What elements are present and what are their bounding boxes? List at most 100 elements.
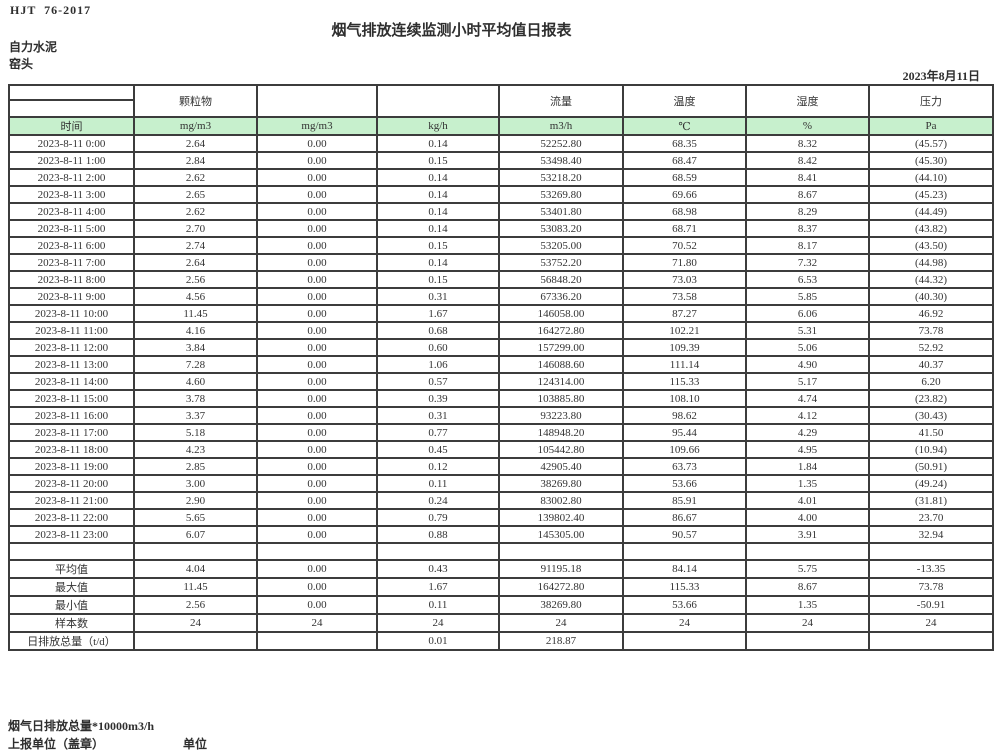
value-cell: 0.00 bbox=[256, 338, 378, 357]
row-label-cell: 2023-8-11 18:00 bbox=[8, 440, 135, 459]
value-cell: 8.17 bbox=[745, 236, 870, 255]
value-cell: 8.67 bbox=[745, 577, 870, 597]
value-cell: 0.00 bbox=[256, 440, 378, 459]
value-cell: 0.00 bbox=[256, 219, 378, 238]
row-label-cell: 2023-8-11 3:00 bbox=[8, 185, 135, 204]
value-cell: 111.14 bbox=[622, 355, 747, 374]
group-header-subrow bbox=[8, 99, 993, 118]
value-cell bbox=[256, 631, 378, 651]
table-row: 2023-8-11 23:00 6.07 0.00 0.88 145305.00 90.5… bbox=[8, 525, 994, 544]
value-cell: 0.00 bbox=[256, 134, 378, 153]
company-name: 自力水泥 bbox=[9, 40, 58, 54]
value-cell: 1.35 bbox=[745, 474, 870, 493]
value-cell: 4.23 bbox=[133, 440, 258, 459]
value-cell: (40.30) bbox=[868, 287, 994, 306]
group-header-row: 颗粒物 流量 温度 湿度 压力 bbox=[8, 84, 994, 118]
table-row: 2023-8-11 14:00 4.60 0.00 0.57 124314.00 115.… bbox=[8, 372, 994, 391]
value-cell: 0.00 bbox=[256, 304, 378, 323]
summary-row: 最大值 11.45 0.00 1.67 164272.80 115.33 8.67 73.78 bbox=[8, 577, 994, 597]
unit-percent: % bbox=[745, 116, 870, 136]
value-cell: 93223.80 bbox=[498, 406, 624, 425]
value-cell: 0.57 bbox=[376, 372, 500, 391]
value-cell: 164272.80 bbox=[498, 321, 624, 340]
value-cell bbox=[622, 542, 747, 561]
value-cell: 24 bbox=[622, 613, 747, 633]
table-row: 2023-8-11 18:00 4.23 0.00 0.45 105442.80 109.… bbox=[8, 440, 994, 459]
value-cell: 90.57 bbox=[622, 525, 747, 544]
value-cell: 98.62 bbox=[622, 406, 747, 425]
value-cell: 0.14 bbox=[376, 253, 500, 272]
value-cell: 0.12 bbox=[376, 457, 500, 476]
value-cell: 0.11 bbox=[376, 595, 500, 615]
table-row: 2023-8-11 7:00 2.64 0.00 0.14 53752.20 71.80 7… bbox=[8, 253, 994, 272]
value-cell: 0.00 bbox=[256, 253, 378, 272]
value-cell: 0.14 bbox=[376, 202, 500, 221]
value-cell bbox=[868, 631, 994, 651]
row-label-cell: 2023-8-11 8:00 bbox=[8, 270, 135, 289]
value-cell: 5.75 bbox=[745, 559, 870, 579]
value-cell: 0.14 bbox=[376, 185, 500, 204]
standard-code: HJT 76-2017 bbox=[10, 3, 92, 17]
value-cell: 0.60 bbox=[376, 338, 500, 357]
value-cell: 95.44 bbox=[622, 423, 747, 442]
table-row: 2023-8-11 4:00 2.62 0.00 0.14 53401.80 68.98 8… bbox=[8, 202, 994, 221]
value-cell: 87.27 bbox=[622, 304, 747, 323]
value-cell: 0.77 bbox=[376, 423, 500, 442]
value-cell: 0.00 bbox=[256, 491, 378, 510]
value-cell: 73.78 bbox=[868, 321, 994, 340]
row-label-cell: 2023-8-11 10:00 bbox=[8, 304, 135, 323]
value-cell: 8.29 bbox=[745, 202, 870, 221]
table-row: 2023-8-11 19:00 2.85 0.00 0.12 42905.40 63.73… bbox=[8, 457, 994, 476]
value-cell: 7.32 bbox=[745, 253, 870, 272]
value-cell: (45.23) bbox=[868, 185, 994, 204]
value-cell: 0.00 bbox=[256, 389, 378, 408]
value-cell: 70.52 bbox=[622, 236, 747, 255]
value-cell: 8.37 bbox=[745, 219, 870, 238]
value-cell: 53218.20 bbox=[498, 168, 624, 187]
value-cell: 4.90 bbox=[745, 355, 870, 374]
value-cell: 38269.80 bbox=[498, 595, 624, 615]
row-label-cell: 2023-8-11 2:00 bbox=[8, 168, 135, 187]
value-cell: 108.10 bbox=[622, 389, 747, 408]
summary-row: 最小值 2.56 0.00 0.11 38269.80 53.66 1.35 -50.91 bbox=[8, 595, 994, 615]
value-cell: 5.85 bbox=[745, 287, 870, 306]
value-cell: 0.43 bbox=[376, 559, 500, 579]
value-cell: 0.88 bbox=[376, 525, 500, 544]
value-cell: 4.16 bbox=[133, 321, 258, 340]
value-cell bbox=[745, 631, 870, 651]
value-cell: 0.00 bbox=[256, 236, 378, 255]
value-cell: 73.03 bbox=[622, 270, 747, 289]
value-cell: 6.06 bbox=[745, 304, 870, 323]
value-cell: 2.84 bbox=[133, 151, 258, 170]
value-cell: 105442.80 bbox=[498, 440, 624, 459]
row-label-cell: 2023-8-11 1:00 bbox=[8, 151, 135, 170]
value-cell: 0.15 bbox=[376, 151, 500, 170]
value-cell: 5.31 bbox=[745, 321, 870, 340]
value-cell: 157299.00 bbox=[498, 338, 624, 357]
value-cell: 52.92 bbox=[868, 338, 994, 357]
row-label-cell: 最小值 bbox=[8, 595, 135, 615]
unit-kgh: kg/h bbox=[376, 116, 500, 136]
header-flow: 流量 bbox=[498, 84, 624, 118]
row-label-cell: 2023-8-11 6:00 bbox=[8, 236, 135, 255]
value-cell: 5.17 bbox=[745, 372, 870, 391]
row-label-cell: 平均值 bbox=[8, 559, 135, 579]
value-cell: 0.14 bbox=[376, 134, 500, 153]
value-cell: 1.35 bbox=[745, 595, 870, 615]
row-label-cell: 2023-8-11 11:00 bbox=[8, 321, 135, 340]
row-label-cell: 2023-8-11 14:00 bbox=[8, 372, 135, 391]
summary-row: 样本数 24 24 24 24 24 24 24 bbox=[8, 613, 994, 633]
value-cell: 0.00 bbox=[256, 355, 378, 374]
value-cell bbox=[256, 542, 378, 561]
value-cell: 7.28 bbox=[133, 355, 258, 374]
table-row: 2023-8-11 2:00 2.62 0.00 0.14 53218.20 68.59 8… bbox=[8, 168, 994, 187]
value-cell: 0.00 bbox=[256, 595, 378, 615]
value-cell: 2.74 bbox=[133, 236, 258, 255]
value-cell: 109.66 bbox=[622, 440, 747, 459]
value-cell: 42905.40 bbox=[498, 457, 624, 476]
table-row: 2023-8-11 6:00 2.74 0.00 0.15 53205.00 70.52 8… bbox=[8, 236, 994, 255]
unit-time: 时间 bbox=[8, 116, 135, 136]
value-cell: 1.06 bbox=[376, 355, 500, 374]
value-cell: 4.60 bbox=[133, 372, 258, 391]
table-row: 2023-8-11 15:00 3.78 0.00 0.39 103885.80 108.… bbox=[8, 389, 994, 408]
